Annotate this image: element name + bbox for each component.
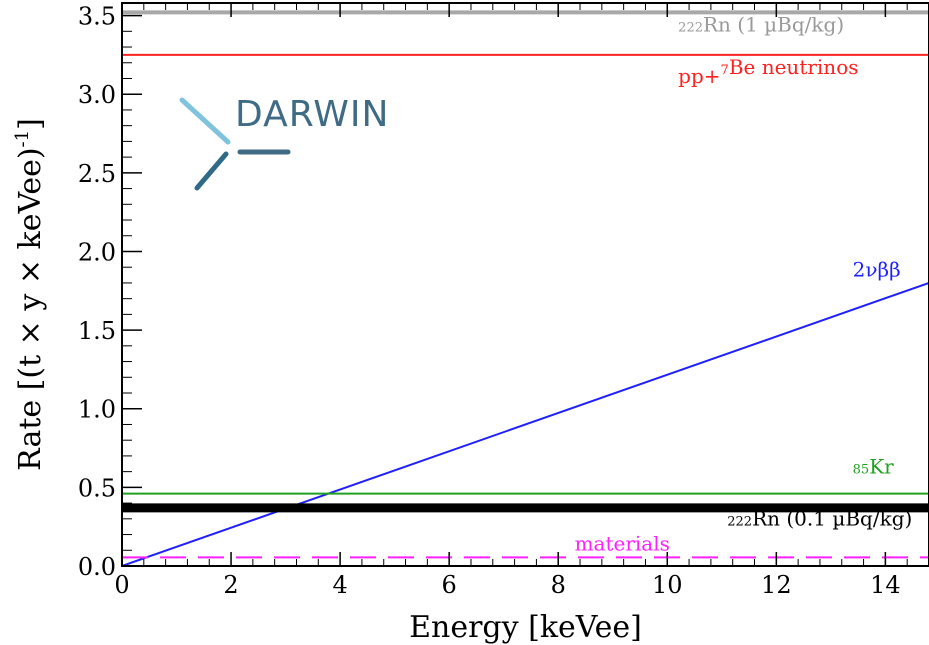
y-axis-title: Rate [(t × y × keVee)-1] [12, 118, 48, 471]
logo-stroke-lower [194, 151, 229, 191]
x-axis-ticks: 0 2 4 6 8 10 12 14 [114, 3, 908, 599]
x-tick-label: 4 [332, 571, 347, 599]
series-label-3: 85Kr [853, 455, 894, 479]
series-label-5: materials [575, 531, 670, 555]
x-axis-title: Energy [keVee] [409, 610, 642, 645]
y-tick-label: 1.0 [78, 396, 116, 424]
y-tick-label: 3.5 [78, 3, 116, 31]
y-tick-label: 0.0 [78, 553, 116, 581]
plot-lines [121, 10, 929, 567]
x-tick-label: 2 [223, 571, 238, 599]
plot-frame [121, 2, 929, 567]
darwin-logo: DARWIN [179, 94, 389, 191]
y-tick-label: 1.5 [78, 317, 116, 345]
series-labels: 222Rn (1 µBq/kg) pp+7Be neutrinos 2νββ 85Kr… [575, 13, 913, 556]
y-axis-ticks: 0.0 0.5 1.0 1.5 2.0 2.5 3.0 3.5 [78, 3, 142, 581]
y-tick-label: 2.5 [78, 160, 116, 188]
y-tick-label: 0.5 [78, 474, 116, 502]
x-tick-label: 0 [114, 571, 129, 599]
series-label-1: pp+7Be neutrinos [678, 55, 858, 88]
logo-text: DARWIN [235, 94, 389, 135]
series-label-0: 222Rn (1 µBq/kg) [678, 13, 844, 37]
y-tick-label: 3.0 [78, 81, 116, 109]
y-tick-label: 2.0 [78, 238, 116, 266]
x-tick-label: 12 [761, 571, 792, 599]
x-tick-label: 14 [870, 571, 901, 599]
x-tick-label: 6 [442, 571, 457, 599]
series-label-2: 2νββ [853, 258, 901, 282]
logo-stroke-upper [179, 97, 231, 145]
x-tick-label: 8 [551, 571, 566, 599]
series-line-2 [121, 281, 929, 567]
series-label-4: 222Rn (0.1 µBq/kg) [727, 507, 912, 531]
x-tick-label: 10 [652, 571, 683, 599]
